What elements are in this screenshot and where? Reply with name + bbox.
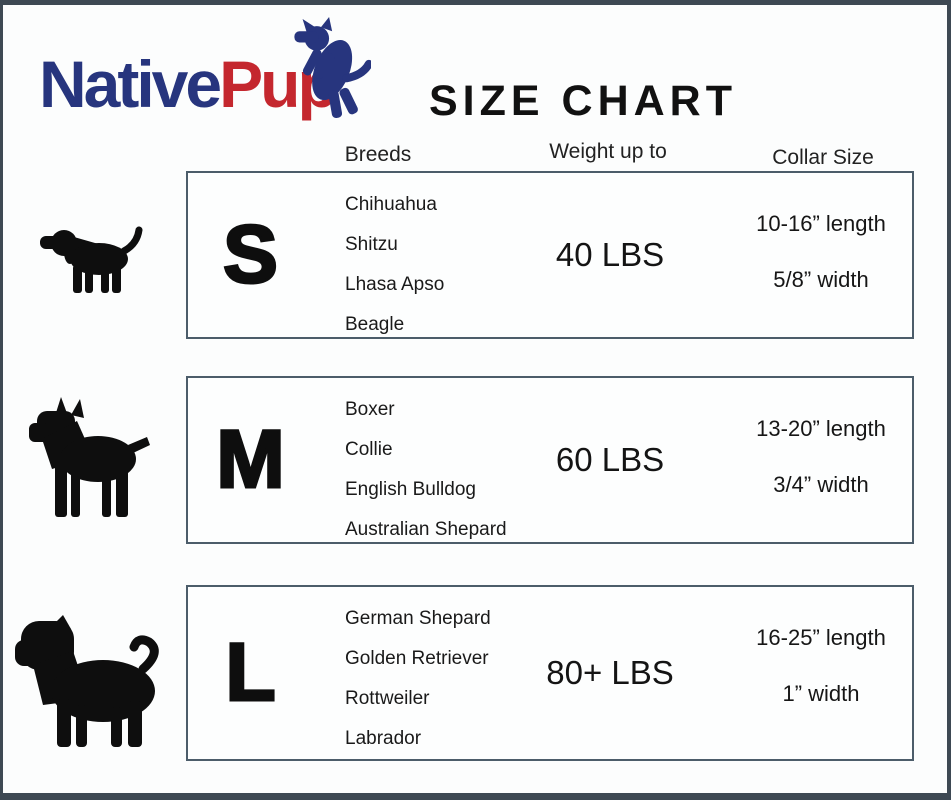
breeds-list-m: Boxer Collie English Bulldog Australian … <box>345 390 507 550</box>
page-title: SIZE CHART <box>429 77 737 125</box>
size-letter-l: L <box>224 627 277 718</box>
weight-value-l: 80+ LBS <box>546 654 674 691</box>
sharpei-silhouette-icon <box>15 613 173 756</box>
boxer-silhouette-icon <box>25 395 157 528</box>
breed-item: Boxer <box>345 399 395 420</box>
collar-width-s: 5/8” width <box>773 267 869 292</box>
collar-size-s: 10-16” length 5/8” width <box>716 211 926 293</box>
breeds-list-l: German Shepard Golden Retriever Rottweil… <box>345 599 491 759</box>
breed-item: Rottweiler <box>345 688 430 709</box>
collar-length-m: 13-20” length <box>756 416 886 441</box>
column-header-breeds: Breeds <box>344 143 412 166</box>
logo-text-native: Native <box>39 47 222 121</box>
collar-width-l: 1” width <box>782 681 860 706</box>
jumping-dog-icon <box>279 17 373 124</box>
breed-item: German Shepard <box>345 608 491 629</box>
size-letter-m: M <box>215 414 286 505</box>
breed-item: Australian Shepard <box>345 519 507 540</box>
collar-size-l: 16-25” length 1” width <box>716 625 926 707</box>
breed-item: Lhasa Apso <box>345 274 445 295</box>
breed-item: Shitzu <box>345 234 398 255</box>
size-row-large: L German Shepard Golden Retriever Rottwe… <box>186 585 914 761</box>
breed-item: English Bulldog <box>345 479 476 500</box>
breed-item: Chihuahua <box>345 194 437 215</box>
size-row-small: S Chihuahua Shitzu Lhasa Apso Beagle 40 … <box>186 171 914 339</box>
breed-item: Collie <box>345 439 393 460</box>
breeds-list-s: Chihuahua Shitzu Lhasa Apso Beagle <box>345 185 444 345</box>
weight-value-m: 60 LBS <box>555 441 665 478</box>
breed-item: Golden Retriever <box>345 648 489 669</box>
breed-item: Beagle <box>345 314 405 335</box>
collar-length-l: 16-25” length <box>756 625 886 650</box>
breed-item: Labrador <box>345 728 422 749</box>
beagle-silhouette-icon <box>38 223 144 304</box>
column-header-weight: Weight up to <box>549 140 667 163</box>
collar-size-m: 13-20” length 3/4” width <box>716 416 926 498</box>
collar-length-s: 10-16” length <box>756 211 886 236</box>
weight-value-s: 40 LBS <box>555 236 665 273</box>
size-letter-s: S <box>222 209 280 300</box>
size-row-medium: M Boxer Collie English Bulldog Australia… <box>186 376 914 544</box>
collar-width-m: 3/4” width <box>773 472 869 497</box>
column-header-collar: Collar Size <box>772 146 874 169</box>
